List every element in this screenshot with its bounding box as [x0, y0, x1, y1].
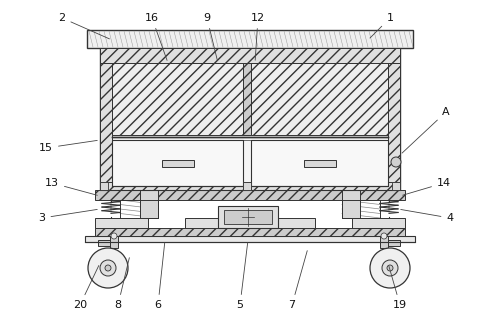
Text: 5: 5: [237, 243, 248, 310]
Bar: [218, 206, 278, 228]
Text: 12: 12: [251, 13, 265, 60]
Bar: [304, 159, 335, 166]
Bar: [251, 63, 388, 135]
Bar: [380, 232, 388, 248]
Text: 4: 4: [401, 210, 453, 223]
Bar: [243, 63, 251, 135]
Bar: [85, 236, 415, 242]
Bar: [120, 200, 158, 218]
Bar: [185, 218, 315, 228]
Bar: [100, 48, 400, 63]
Text: 20: 20: [73, 266, 99, 310]
Circle shape: [391, 157, 401, 167]
Bar: [95, 218, 148, 228]
Text: 6: 6: [154, 243, 165, 310]
Text: 13: 13: [45, 178, 97, 195]
Bar: [243, 182, 251, 190]
Text: 7: 7: [289, 251, 307, 310]
Circle shape: [105, 265, 111, 271]
Bar: [162, 159, 193, 166]
Circle shape: [381, 233, 387, 239]
Text: 16: 16: [145, 13, 167, 61]
Bar: [342, 190, 360, 218]
Bar: [112, 63, 243, 135]
Bar: [381, 228, 387, 233]
Bar: [100, 48, 400, 190]
Text: 14: 14: [403, 178, 451, 195]
Bar: [95, 190, 405, 200]
Bar: [251, 140, 388, 186]
Text: 19: 19: [389, 266, 407, 310]
Circle shape: [382, 260, 398, 276]
Circle shape: [387, 265, 393, 271]
Bar: [392, 182, 400, 190]
Text: 8: 8: [115, 258, 129, 310]
Bar: [342, 200, 380, 218]
Bar: [87, 30, 413, 48]
Bar: [380, 240, 400, 246]
Bar: [95, 228, 405, 236]
Bar: [388, 63, 400, 190]
Bar: [111, 228, 117, 233]
Bar: [110, 232, 118, 248]
Bar: [100, 63, 112, 190]
Text: 1: 1: [370, 13, 393, 38]
Circle shape: [88, 248, 128, 288]
Bar: [112, 140, 243, 186]
Text: 9: 9: [203, 13, 217, 60]
Circle shape: [100, 260, 116, 276]
Bar: [100, 182, 400, 190]
Bar: [98, 240, 118, 246]
Circle shape: [111, 233, 117, 239]
Text: 15: 15: [39, 140, 97, 153]
Circle shape: [370, 248, 410, 288]
Text: 3: 3: [39, 209, 97, 223]
Bar: [140, 190, 158, 218]
Bar: [224, 210, 272, 224]
Bar: [100, 182, 108, 190]
Bar: [352, 218, 405, 228]
Text: 2: 2: [59, 13, 110, 39]
Text: A: A: [402, 107, 450, 153]
